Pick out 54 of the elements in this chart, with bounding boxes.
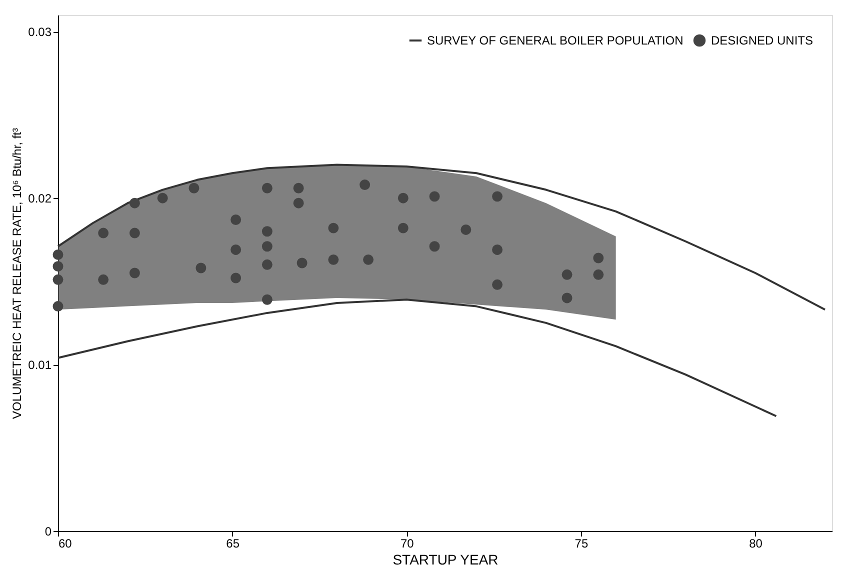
line-series	[57, 298, 778, 418]
point	[129, 198, 140, 208]
x-tick-label: 75	[574, 536, 588, 550]
point	[492, 191, 503, 202]
point	[230, 244, 242, 255]
point	[429, 241, 440, 252]
point	[98, 228, 109, 238]
point	[196, 262, 206, 274]
point	[562, 269, 572, 280]
y-axis-title: VOLUMETREIC HEAT RELEASE RATE, 10⁶ Btu/hr, ft³	[10, 128, 24, 420]
legend-label: DESIGNED UNITS	[711, 34, 814, 48]
x-axis-title: STARTUP YEAR	[392, 552, 498, 568]
point	[363, 254, 374, 265]
x-tick-label: 70	[400, 536, 414, 550]
point	[188, 182, 200, 194]
y-tick-label: 0.01	[28, 358, 52, 372]
point	[262, 182, 272, 194]
point	[398, 222, 408, 234]
point	[129, 268, 140, 278]
point	[460, 224, 472, 235]
point	[492, 244, 503, 255]
point	[593, 269, 604, 280]
point	[562, 292, 572, 304]
point	[230, 214, 242, 225]
point	[262, 294, 272, 305]
point	[230, 272, 242, 284]
point	[429, 191, 440, 202]
point	[52, 274, 64, 285]
legend-label: SURVEY OF GENERAL BOILER POPULATION	[427, 34, 684, 48]
point	[328, 254, 339, 265]
y-tick-label: 0.03	[28, 25, 52, 40]
point	[157, 192, 168, 204]
point	[262, 259, 272, 270]
x-tick-label: 65	[226, 536, 240, 550]
y-tick-label: 0	[44, 524, 52, 538]
point	[52, 261, 64, 272]
point	[52, 249, 64, 260]
point	[492, 279, 503, 290]
point	[593, 252, 604, 264]
point	[328, 222, 339, 234]
x-tick-label: 80	[749, 536, 763, 550]
point	[293, 182, 304, 194]
y-tick-label: 0.02	[28, 192, 52, 206]
point	[129, 228, 140, 238]
point	[52, 301, 64, 312]
x-tick-label: 60	[58, 536, 72, 550]
point	[293, 198, 304, 208]
point	[296, 258, 308, 268]
point	[398, 192, 408, 204]
point	[262, 226, 272, 237]
line-series	[57, 164, 826, 311]
point	[360, 180, 370, 190]
point	[98, 274, 109, 285]
point	[262, 241, 272, 252]
